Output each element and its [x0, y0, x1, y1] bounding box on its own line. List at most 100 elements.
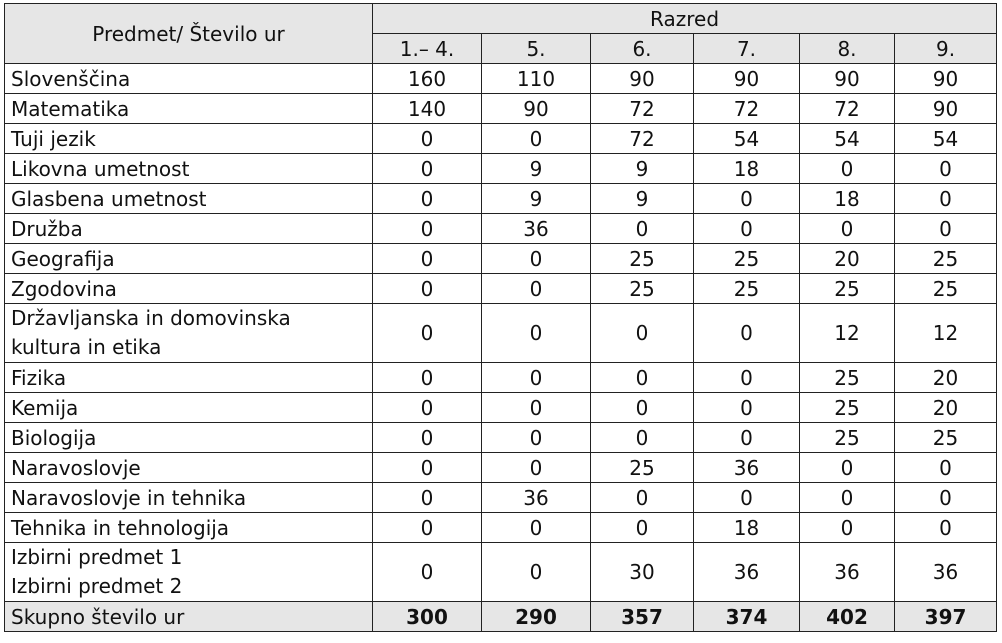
- table-row: Naravoslovje in tehnika 0 36 0 0 0 0: [4, 482, 998, 513]
- table-row: Glasbena umetnost 0 9 9 0 18 0: [4, 183, 998, 214]
- hours-cell: 0: [893, 153, 998, 184]
- subject-label: kultura in etika: [11, 335, 162, 359]
- hours-cell: 0: [590, 303, 694, 363]
- hours-cell: 25: [799, 273, 895, 304]
- hours-cell: 0: [481, 123, 591, 154]
- hours-cell: 0: [481, 512, 591, 543]
- hours-cell: 0: [893, 512, 998, 543]
- hours-cell: 0: [799, 482, 895, 513]
- hours-cell: 72: [799, 93, 895, 124]
- hours-cell: 36: [481, 213, 591, 244]
- subject-cell: Kemija: [4, 392, 373, 423]
- corner-header: Predmet/ Število ur: [4, 3, 373, 64]
- hours-cell: 140: [372, 93, 482, 124]
- table-row: Fizika 0 0 0 0 25 20: [4, 362, 998, 393]
- subject-label: Likovna umetnost: [11, 156, 190, 181]
- hours-cell: 54: [693, 123, 800, 154]
- hours-cell: 90: [693, 63, 800, 94]
- table-row: Biologija 0 0 0 0 25 25: [4, 422, 998, 453]
- subject-cell: Biologija: [4, 422, 373, 453]
- subject-cell: Izbirni predmet 1 Izbirni predmet 2: [4, 542, 373, 602]
- hours-cell: 25: [893, 243, 998, 274]
- subject-cell: Glasbena umetnost: [4, 183, 373, 214]
- total-value: 374: [693, 601, 800, 632]
- table-row: Tuji jezik 0 0 72 54 54 54: [4, 123, 998, 154]
- hours-cell: 25: [893, 422, 998, 453]
- hours-cell: 25: [590, 452, 694, 483]
- hours-cell: 36: [893, 542, 998, 602]
- hours-cell: 0: [590, 392, 694, 423]
- hours-cell: 90: [481, 93, 591, 124]
- subject-label: Fizika: [11, 365, 67, 390]
- subject-cell: Matematika: [4, 93, 373, 124]
- total-value: 357: [590, 601, 694, 632]
- hours-cell: 0: [481, 303, 591, 363]
- grade-header: 1.– 4.: [372, 33, 482, 64]
- subject-cell: Družba: [4, 213, 373, 244]
- hours-cell: 0: [693, 482, 800, 513]
- hours-cell: 0: [481, 362, 591, 393]
- hours-cell: 0: [893, 213, 998, 244]
- total-value: 402: [799, 601, 895, 632]
- table-row: Izbirni predmet 1 Izbirni predmet 2 0 0 30 36…: [4, 542, 998, 602]
- hours-cell: 0: [693, 362, 800, 393]
- subject-cell: Likovna umetnost: [4, 153, 373, 184]
- total-value: 300: [372, 601, 482, 632]
- hours-cell: 0: [590, 213, 694, 244]
- hours-cell: 0: [893, 482, 998, 513]
- total-row: Skupno število ur 300 290 357 374 402 39…: [4, 601, 998, 632]
- hours-cell: 0: [372, 243, 482, 274]
- hours-cell: 0: [481, 452, 591, 483]
- hours-cell: 0: [799, 153, 895, 184]
- hours-cell: 25: [693, 273, 800, 304]
- hours-cell: 12: [893, 303, 998, 363]
- hours-cell: 0: [372, 183, 482, 214]
- subject-label: Kemija: [11, 395, 79, 420]
- total-value: 397: [893, 601, 998, 632]
- subject-cell: Zgodovina: [4, 273, 373, 304]
- subject-cell: Geografija: [4, 243, 373, 274]
- hours-cell: 54: [893, 123, 998, 154]
- hours-cell: 0: [372, 303, 482, 363]
- hours-cell: 0: [799, 213, 895, 244]
- hours-cell: 54: [799, 123, 895, 154]
- subject-cell: Fizika: [4, 362, 373, 393]
- subject-label: Geografija: [11, 246, 115, 271]
- subject-label: Tehnika in tehnologija: [11, 515, 230, 540]
- table-row: Zgodovina 0 0 25 25 25 25: [4, 273, 998, 304]
- hours-cell: 9: [481, 183, 591, 214]
- hours-cell: 0: [590, 422, 694, 453]
- hours-cell: 9: [481, 153, 591, 184]
- hours-cell: 0: [481, 542, 591, 602]
- hours-cell: 0: [372, 213, 482, 244]
- hours-cell: 0: [590, 362, 694, 393]
- hours-cell: 0: [893, 183, 998, 214]
- hours-cell: 0: [590, 512, 694, 543]
- hours-cell: 20: [893, 392, 998, 423]
- hours-cell: 72: [590, 123, 694, 154]
- hours-cell: 0: [481, 422, 591, 453]
- grade-header: 6.: [590, 33, 694, 64]
- hours-cell: 0: [481, 392, 591, 423]
- hours-cell: 9: [590, 153, 694, 184]
- hours-cell: 0: [372, 123, 482, 154]
- hours-cell: 0: [481, 243, 591, 274]
- table-row: Slovenščina 160 110 90 90 90 90: [4, 63, 998, 94]
- hours-cell: 0: [372, 273, 482, 304]
- hours-cell: 0: [693, 213, 800, 244]
- hours-cell: 25: [799, 422, 895, 453]
- hours-cell: 0: [372, 542, 482, 602]
- subject-label: Naravoslovje in tehnika: [11, 485, 247, 510]
- hours-cell: 0: [693, 392, 800, 423]
- hours-cell: 25: [693, 243, 800, 274]
- subject-label: Slovenščina: [11, 66, 131, 91]
- subject-label: Državljanska in domovinska: [11, 306, 291, 330]
- hours-cell: 72: [590, 93, 694, 124]
- hours-cell: 36: [693, 452, 800, 483]
- grade-header: 9.: [893, 33, 998, 64]
- grade-header: 5.: [481, 33, 591, 64]
- hours-cell: 36: [481, 482, 591, 513]
- hours-cell: 0: [372, 512, 482, 543]
- hours-cell: 72: [693, 93, 800, 124]
- hours-cell: 25: [893, 273, 998, 304]
